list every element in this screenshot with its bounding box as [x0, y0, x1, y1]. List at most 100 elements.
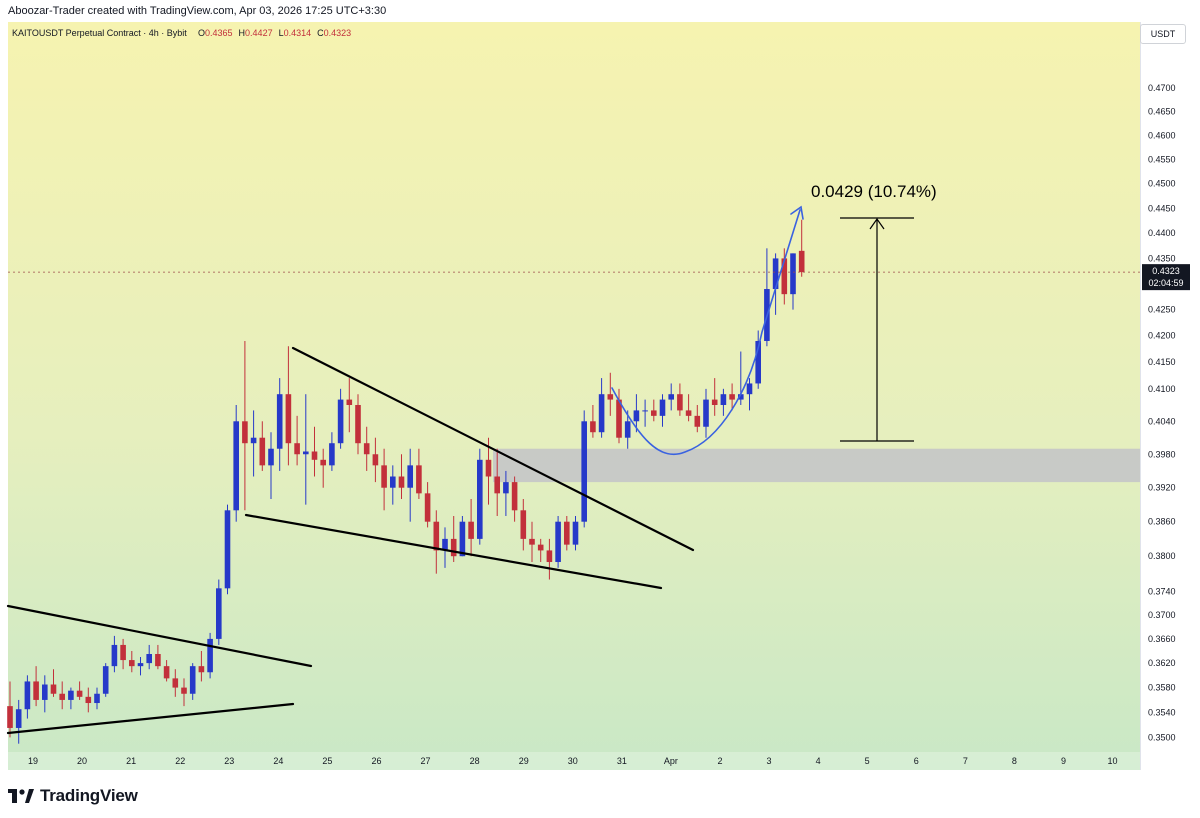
price-tick-label: 0.4150 — [1148, 357, 1176, 367]
candle-body — [607, 394, 614, 400]
candle-body — [642, 410, 648, 412]
legend-low-label: L — [279, 28, 284, 38]
candle — [329, 432, 335, 471]
candle-body — [294, 443, 300, 455]
tradingview-wordmark: TradingView — [40, 786, 138, 805]
legend-close-label: C — [317, 28, 324, 38]
price-tick-label: 0.4700 — [1148, 83, 1176, 93]
candle-body — [198, 666, 205, 673]
candle-body — [303, 451, 309, 455]
candle — [511, 476, 518, 522]
candle-body — [76, 690, 83, 697]
candle-body — [720, 394, 727, 405]
candle-body — [494, 476, 500, 494]
time-tick-label: Apr — [664, 756, 678, 766]
candle-body — [433, 521, 440, 551]
candle — [685, 394, 692, 422]
candle-body — [459, 521, 466, 557]
candle — [703, 388, 709, 438]
legend-low-value: 0.4314 — [284, 28, 312, 38]
candle-body — [590, 421, 596, 433]
candle-body — [250, 437, 257, 444]
candle — [337, 388, 344, 449]
candle-body — [572, 521, 579, 545]
candle — [746, 378, 753, 411]
time-tick-label: 7 — [963, 756, 968, 766]
candle — [485, 437, 492, 505]
time-tick-label: 19 — [28, 756, 38, 766]
candle-body — [224, 510, 231, 589]
candle — [346, 378, 353, 433]
candle — [633, 394, 640, 433]
candle — [189, 663, 196, 700]
candle-body — [355, 404, 361, 444]
candle-body — [59, 693, 65, 700]
time-tick-label: 26 — [371, 756, 381, 766]
price-tick-label: 0.3740 — [1148, 586, 1176, 596]
price-tick-label: 0.3580 — [1148, 683, 1176, 693]
candle-body — [694, 415, 701, 427]
candle — [598, 378, 605, 438]
legend-open-label: O — [198, 28, 205, 38]
candle-body — [155, 654, 161, 667]
price-tick-label: 0.4040 — [1148, 416, 1176, 426]
price-tick-label: 0.3540 — [1148, 707, 1176, 717]
candle-body — [50, 684, 57, 694]
candle-body — [94, 693, 100, 704]
candle-body — [15, 709, 22, 728]
candle-body — [398, 476, 405, 488]
price-tick-label: 0.4100 — [1148, 384, 1176, 394]
current-price-tag: 0.4323 02:04:59 — [1142, 264, 1190, 291]
candle-body — [564, 521, 570, 545]
candle-body — [477, 459, 483, 539]
candle-body — [746, 383, 753, 395]
candle — [24, 675, 31, 719]
candle-body — [242, 421, 248, 444]
wedge-lower-line — [244, 513, 663, 590]
candle — [607, 372, 614, 416]
candle-body — [172, 678, 179, 688]
candle — [694, 404, 701, 433]
candle-body — [485, 459, 492, 477]
candle — [729, 383, 735, 411]
candle-body — [268, 448, 274, 466]
candle-body — [163, 666, 170, 679]
candle-body — [259, 437, 266, 466]
candle-body — [33, 681, 39, 700]
time-tick-label: 27 — [421, 756, 431, 766]
candle-body — [781, 258, 788, 295]
time-tick-label: 30 — [568, 756, 578, 766]
time-tick-label: 22 — [175, 756, 185, 766]
price-tick-label: 0.4250 — [1148, 305, 1176, 315]
candle-body — [181, 687, 187, 694]
candle — [129, 650, 135, 673]
candle — [772, 253, 779, 315]
time-tick-label: 10 — [1108, 756, 1118, 766]
candle — [738, 351, 744, 405]
candle — [468, 498, 474, 557]
legend-close-value: 0.4323 — [324, 28, 352, 38]
candle — [572, 515, 579, 551]
candle — [407, 448, 413, 522]
price-tick-label: 0.4450 — [1148, 203, 1176, 213]
candle — [85, 687, 92, 713]
trendlines — [6, 346, 695, 735]
candle — [798, 219, 805, 277]
candle-body — [68, 690, 74, 700]
candle-body — [120, 644, 126, 661]
candle-body — [738, 394, 744, 400]
price-tick-label: 0.4650 — [1148, 107, 1176, 117]
candle — [677, 383, 683, 416]
candle — [503, 470, 509, 516]
price-axis-background — [1140, 22, 1192, 770]
plot-background — [8, 22, 1140, 770]
candle — [390, 465, 396, 505]
candle-body — [668, 394, 674, 400]
currency-button[interactable]: USDT — [1140, 24, 1186, 44]
candle-body — [189, 666, 196, 694]
candle-body — [381, 465, 387, 488]
price-tick-label: 0.4400 — [1148, 228, 1176, 238]
candle-body — [616, 399, 622, 438]
time-tick-label: 24 — [273, 756, 283, 766]
lower-triangle-upper-line — [6, 604, 313, 668]
